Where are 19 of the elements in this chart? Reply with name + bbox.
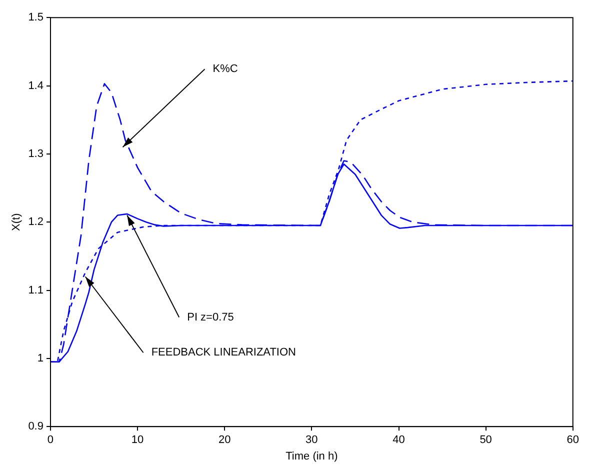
y-tick-label: 1.5 [28, 12, 44, 24]
x-tick-label: 50 [480, 434, 492, 446]
x-tick-label: 10 [131, 434, 144, 446]
y-tick-label: 1.2 [28, 216, 44, 228]
y-tick-label: 1.3 [28, 148, 44, 160]
y-tick-label: 1 [37, 352, 44, 364]
x-tick-label: 40 [392, 434, 405, 446]
y-axis-title: X(t) [10, 213, 23, 231]
y-tick-label: 1.4 [28, 80, 44, 92]
x-axis-title: Time (in h) [286, 450, 338, 462]
x-tick-label: 60 [566, 434, 580, 446]
annotation: K%C [212, 63, 238, 76]
annotation: PI z=0.75 [187, 311, 234, 324]
y-tick-label: 1.1 [28, 284, 44, 296]
x-tick-label: 0 [47, 434, 54, 446]
y-tick-label: 0.9 [28, 420, 44, 433]
x-tick-label: 30 [306, 434, 318, 446]
x-tick-label: 20 [218, 434, 231, 446]
annotation: FEEDBACK LINEARIZATION [151, 346, 296, 359]
